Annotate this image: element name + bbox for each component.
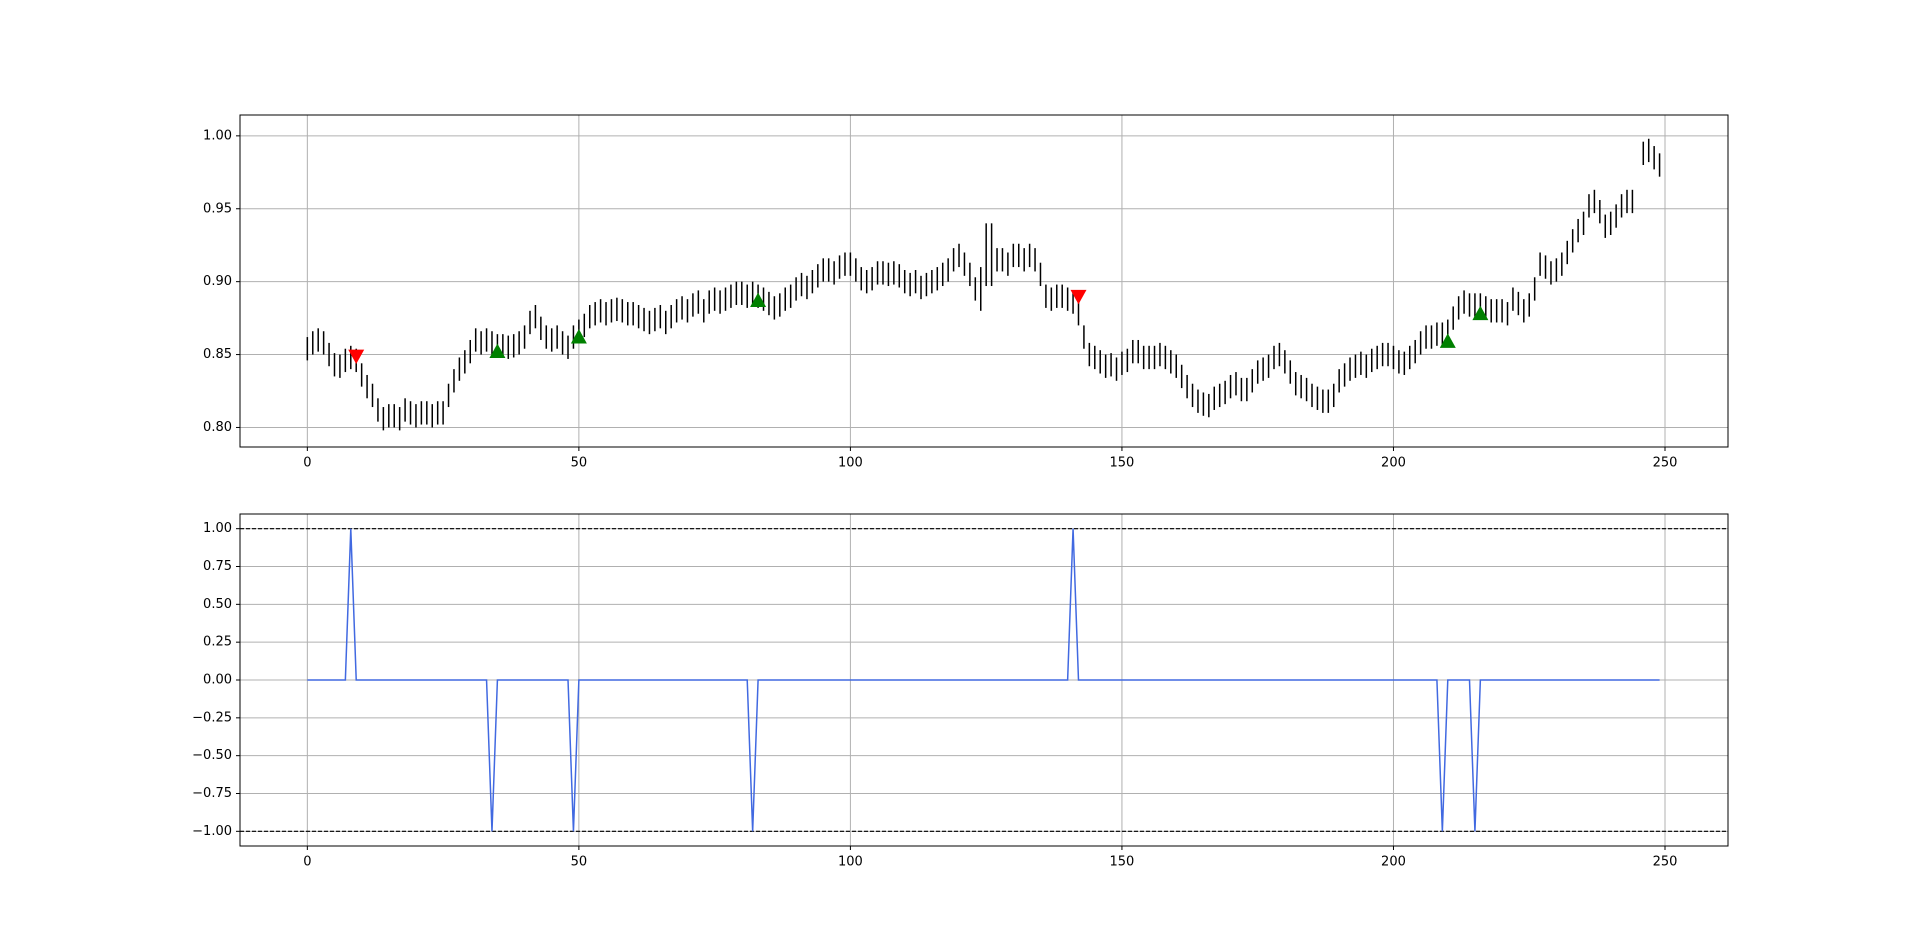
axes-frame — [239, 114, 1729, 448]
y-tick-label: −0.25 — [192, 710, 232, 725]
x-tick-label: 250 — [1653, 456, 1678, 471]
y-tick-label: 0.50 — [203, 597, 232, 612]
x-tick-label: 0 — [303, 456, 311, 471]
x-tick-label: 50 — [571, 855, 588, 870]
x-tick-label: 200 — [1381, 855, 1406, 870]
y-tick-label: 0.80 — [203, 420, 232, 435]
x-tick-label: 150 — [1110, 855, 1135, 870]
x-tick-label: 100 — [838, 855, 863, 870]
signal-marker — [1439, 333, 1456, 348]
y-tick-label: 0.00 — [203, 673, 232, 688]
x-tick-label: 200 — [1381, 456, 1406, 471]
signal-marker — [1472, 305, 1489, 321]
y-tick-label: 1.00 — [203, 521, 232, 536]
y-tick-label: −1.00 — [192, 824, 232, 839]
y-tick-label: 0.25 — [203, 635, 232, 650]
y-tick-label: −0.50 — [192, 748, 232, 763]
signal-line — [307, 528, 1660, 832]
signal-marker — [348, 349, 365, 365]
x-tick-label: 150 — [1110, 456, 1135, 471]
signal-marker — [570, 329, 587, 344]
y-tick-label: 0.85 — [203, 347, 232, 362]
signal-marker — [489, 343, 506, 359]
y-tick-label: −0.75 — [192, 786, 232, 801]
axes-frame — [239, 513, 1729, 847]
y-tick-label: 0.95 — [203, 201, 232, 216]
y-tick-label: 1.00 — [203, 128, 232, 143]
x-tick-label: 0 — [303, 855, 311, 870]
y-tick-label: 0.90 — [203, 274, 232, 289]
y-tick-label: 0.75 — [203, 559, 232, 574]
signal-marker — [1070, 289, 1087, 305]
x-tick-label: 250 — [1653, 855, 1678, 870]
x-tick-label: 100 — [838, 456, 863, 471]
x-tick-label: 50 — [571, 456, 588, 471]
signal-marker — [750, 292, 767, 308]
